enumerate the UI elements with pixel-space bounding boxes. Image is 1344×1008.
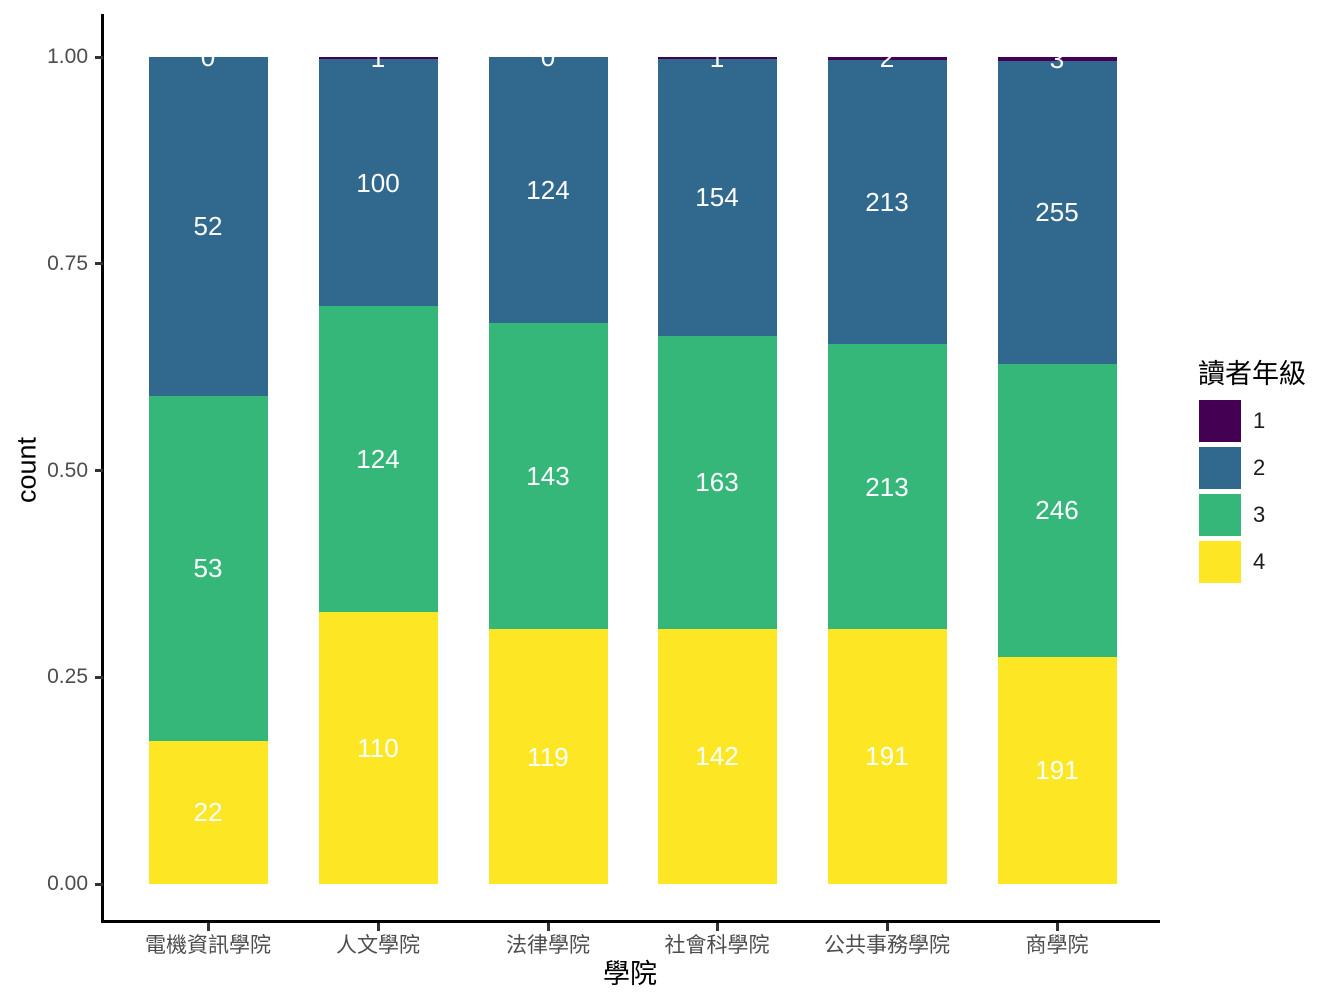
x-tick-label: 法律學院 <box>506 934 590 957</box>
bar-value-label: 255 <box>1035 197 1079 228</box>
bar-value-label: 246 <box>1035 495 1079 526</box>
bar-segment <box>827 344 947 629</box>
legend-label: 4 <box>1253 549 1266 574</box>
legend-swatch <box>1199 494 1241 536</box>
legend-swatch <box>1199 400 1241 442</box>
bar-segment <box>997 57 1117 61</box>
bar-segment <box>657 57 777 59</box>
bar-value-label: 0 <box>200 42 216 72</box>
bar-segment <box>827 57 947 60</box>
x-tick-label: 公共事務學院 <box>824 934 950 957</box>
bar-value-label: 191 <box>1035 755 1079 786</box>
x-axis-title: 學院 <box>603 959 657 989</box>
legend-swatch <box>1199 447 1241 489</box>
bar-segment <box>318 306 438 613</box>
legend-label: 2 <box>1253 455 1266 480</box>
x-tick <box>885 923 889 931</box>
bar-value-label: 2 <box>879 43 895 74</box>
x-tick-label: 社會科學院 <box>664 934 770 957</box>
bar-segment <box>318 59 438 307</box>
bar-segment <box>657 628 777 884</box>
bar-value-label: 213 <box>865 186 909 217</box>
y-axis-line <box>101 14 104 923</box>
bar-segment <box>997 656 1117 884</box>
bar-value-label: 124 <box>356 444 400 475</box>
x-tick <box>376 923 380 931</box>
bar-value-label: 143 <box>526 460 570 491</box>
legend-title: 讀者年級 <box>1198 359 1306 389</box>
bar-segment <box>318 57 438 60</box>
bar-value-label: 0 <box>540 42 556 72</box>
x-tick-label: 人文學院 <box>336 934 420 957</box>
legend-swatch <box>1199 541 1241 583</box>
bar-value-label: 3 <box>1049 43 1065 74</box>
legend-label: 3 <box>1253 502 1266 527</box>
x-tick-label: 電機資訊學院 <box>145 934 271 957</box>
bar-segment <box>148 57 268 396</box>
y-tick <box>95 882 103 886</box>
bar-value-label: 119 <box>527 741 569 772</box>
bar-segment <box>488 57 608 323</box>
x-axis-line <box>101 920 1160 923</box>
y-axis-title: count <box>11 436 42 504</box>
bar-segment <box>318 612 438 884</box>
bar-segment <box>148 740 268 884</box>
y-tick-label: 0.00 <box>47 872 88 895</box>
bar-value-label: 52 <box>193 211 223 242</box>
bar-value-label: 53 <box>193 553 223 584</box>
bar-segment <box>657 335 777 629</box>
bar-segment <box>827 628 947 884</box>
bar-segment <box>997 60 1117 364</box>
x-tick <box>715 923 719 931</box>
bar-segment <box>488 629 608 884</box>
bar-value-label: 154 <box>695 182 739 213</box>
bar-value-label: 163 <box>695 467 739 498</box>
y-tick-label: 1.00 <box>47 45 88 68</box>
bar-segment <box>827 59 947 345</box>
y-tick-label: 0.25 <box>47 665 88 689</box>
x-tick <box>1055 923 1059 931</box>
y-tick <box>95 55 103 59</box>
bar-value-label: 22 <box>193 797 223 828</box>
y-tick <box>95 675 103 679</box>
bar-value-label: 191 <box>865 741 909 772</box>
y-tick-label: 0.75 <box>47 251 88 275</box>
bar-value-label: 142 <box>695 741 739 772</box>
bar-value-label: 100 <box>356 167 400 198</box>
bar-segment <box>488 322 608 630</box>
bar-segment <box>148 395 268 741</box>
x-tick <box>206 923 210 931</box>
legend-label: 1 <box>1253 408 1266 433</box>
bar-value-label: 1 <box>370 43 386 74</box>
bar-segment <box>997 364 1117 657</box>
x-tick-label: 商學院 <box>1025 934 1089 957</box>
y-tick <box>95 262 103 266</box>
bar-segment <box>657 58 777 336</box>
y-tick-label: 0.50 <box>47 458 88 482</box>
bar-value-label: 213 <box>865 471 909 502</box>
bar-value-label: 124 <box>526 174 570 205</box>
x-tick <box>546 923 550 931</box>
y-tick <box>95 469 103 472</box>
bar-value-label: 110 <box>357 733 399 764</box>
bar-value-label: 1 <box>709 42 725 73</box>
